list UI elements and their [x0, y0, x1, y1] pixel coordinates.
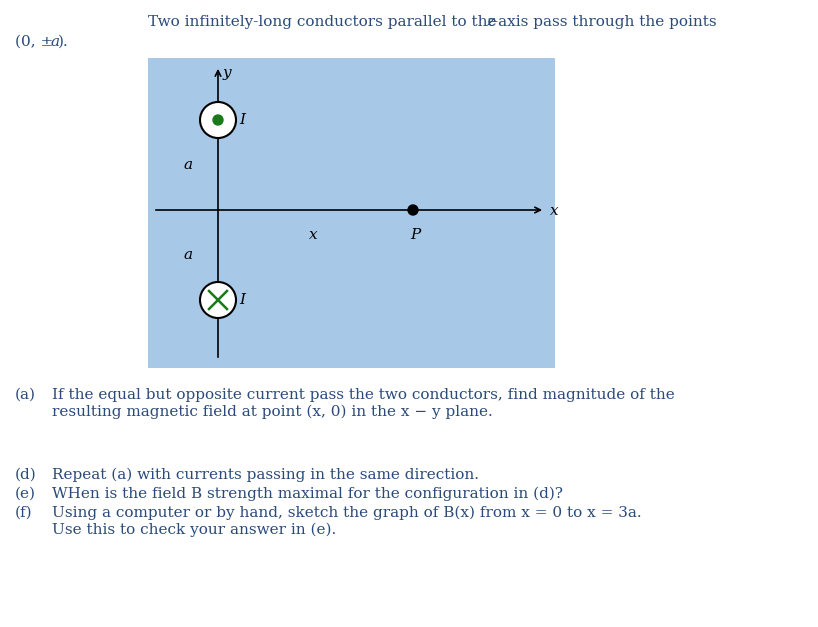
Text: a: a [183, 158, 192, 172]
Text: ).: ). [58, 35, 69, 49]
Text: a: a [50, 35, 59, 49]
Text: x: x [550, 204, 559, 218]
Text: y: y [223, 66, 231, 80]
Text: -axis pass through the points: -axis pass through the points [493, 15, 717, 29]
Text: I: I [239, 293, 245, 307]
Circle shape [213, 115, 223, 125]
Text: WHen is the field B strength maximal for the configuration in (d)?: WHen is the field B strength maximal for… [52, 487, 563, 502]
Text: (e): (e) [15, 487, 36, 501]
Text: resulting magnetic field at point (x, 0) in the x − y plane.: resulting magnetic field at point (x, 0)… [52, 405, 492, 419]
Text: (0, ±: (0, ± [15, 35, 53, 49]
Circle shape [200, 282, 236, 318]
Text: Repeat (a) with currents passing in the same direction.: Repeat (a) with currents passing in the … [52, 468, 479, 482]
Text: (f): (f) [15, 506, 33, 520]
Text: (a): (a) [15, 388, 36, 402]
Text: z: z [486, 15, 494, 29]
Text: x: x [308, 228, 317, 242]
Text: (d): (d) [15, 468, 37, 482]
Text: P: P [410, 228, 420, 242]
Circle shape [408, 205, 418, 215]
Text: a: a [183, 248, 192, 262]
Text: Using a computer or by hand, sketch the graph of B(x) from x = 0 to x = 3a.: Using a computer or by hand, sketch the … [52, 506, 641, 520]
Text: I: I [239, 113, 245, 127]
Bar [148, 58, 555, 368]
Text: Use this to check your answer in (e).: Use this to check your answer in (e). [52, 523, 336, 537]
Circle shape [200, 102, 236, 138]
Text: If the equal but opposite current pass the two conductors, find magnitude of the: If the equal but opposite current pass t… [52, 388, 675, 402]
Text: Two infinitely-long conductors parallel to the: Two infinitely-long conductors parallel … [148, 15, 501, 29]
